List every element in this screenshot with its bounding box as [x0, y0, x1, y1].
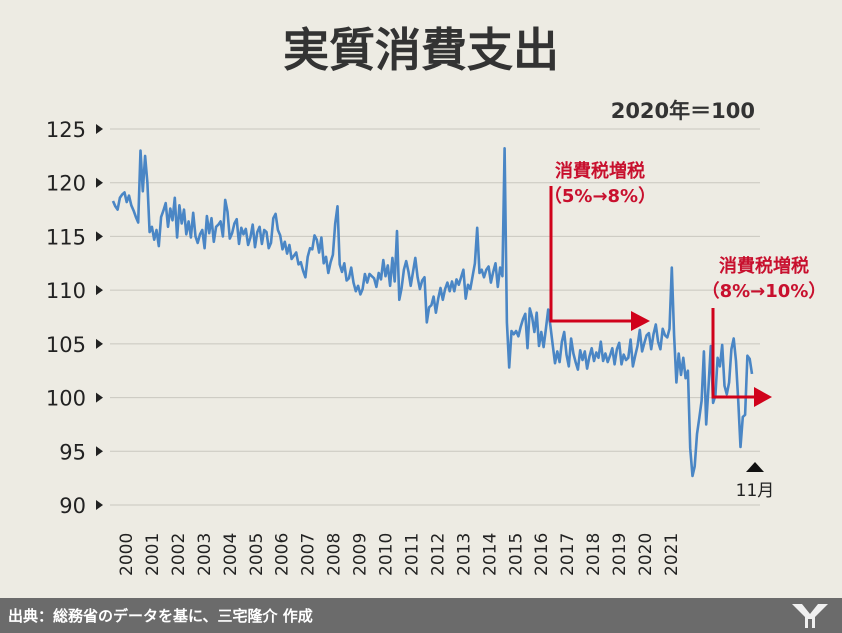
chart: 実質消費支出 2020年＝100 1251201151101051009590 …: [46, 23, 826, 576]
x-tick-label: 2016: [532, 533, 552, 576]
annotation-2-line1: 消費税増税: [719, 255, 809, 277]
chart-title: 実質消費支出: [283, 23, 559, 77]
x-tick-label: 2002: [169, 533, 189, 576]
y-tick-marker: [96, 392, 103, 403]
footer: 出典：総務省のデータを基に、三宅隆介 作成: [0, 598, 842, 633]
x-tick-label: 2012: [428, 533, 448, 576]
end-marker-triangle: [746, 462, 764, 472]
annotation-2-line2: （8%→10%）: [702, 281, 827, 302]
y-tick-marker: [96, 338, 103, 349]
x-tick-label: 2015: [506, 533, 526, 576]
x-tick-label: 2011: [402, 533, 422, 576]
annotation-2-arrow: [711, 308, 756, 399]
x-tick-label: 2014: [480, 533, 500, 576]
x-axis: 2000 2001 2002 2003 2004 2005 2006 2007 2008 2009…: [117, 533, 682, 576]
annotation-2-arrowhead: [754, 387, 772, 407]
y-tick-label: 120: [46, 172, 86, 196]
x-tick-label: 2005: [247, 533, 267, 576]
x-tick-label: 2018: [584, 533, 604, 576]
y-tick-marker: [96, 124, 103, 134]
annotations: 消費税増税 （5%→8%） 消費税増税 （8%→10%）: [544, 160, 826, 407]
x-tick-label: 2020: [636, 533, 656, 576]
footer-source: 出典：総務省のデータを基に、三宅隆介 作成: [8, 607, 313, 625]
y-tick-label: 125: [46, 118, 86, 142]
annotation-1-line2: （5%→8%）: [544, 186, 656, 207]
x-tick-label: 2000: [117, 533, 137, 576]
end-marker-label: 11月: [736, 481, 775, 501]
x-tick-label: 2004: [221, 533, 241, 576]
logo-icon: [792, 604, 828, 628]
y-tick-marker: [96, 500, 103, 510]
y-axis: 125 120 115 110 105 100 95 90: [46, 118, 103, 518]
y-tick-label: 115: [46, 225, 86, 249]
x-tick-label: 2003: [195, 533, 215, 576]
x-tick-label: 2008: [325, 533, 345, 576]
y-tick-label: 110: [46, 279, 86, 303]
annotation-1-arrow: [549, 186, 632, 323]
y-tick-label: 105: [46, 333, 86, 357]
y-tick-marker: [96, 285, 103, 296]
x-tick-label: 2017: [558, 533, 578, 576]
x-tick-label: 2010: [377, 533, 397, 576]
y-tick-marker: [96, 177, 103, 188]
series-line: [111, 147, 754, 478]
x-tick-label: 2006: [273, 533, 293, 576]
annotation-1-line1: 消費税増税: [555, 160, 645, 182]
x-tick-label: 2019: [610, 533, 630, 576]
y-tick-marker: [96, 446, 103, 457]
x-tick-label: 2021: [662, 533, 682, 576]
y-tick-label: 90: [59, 494, 86, 518]
y-tick-label: 100: [46, 387, 86, 411]
x-tick-label: 2007: [299, 533, 319, 576]
y-tick-label: 95: [59, 440, 86, 464]
grid-lines: [110, 128, 760, 506]
unit-note: 2020年＝100: [611, 99, 755, 123]
x-tick-label: 2001: [143, 533, 163, 576]
annotation-1-arrowhead: [631, 311, 650, 331]
x-tick-label: 2009: [351, 533, 371, 576]
x-tick-label: 2013: [454, 533, 474, 576]
y-tick-marker: [96, 231, 103, 242]
